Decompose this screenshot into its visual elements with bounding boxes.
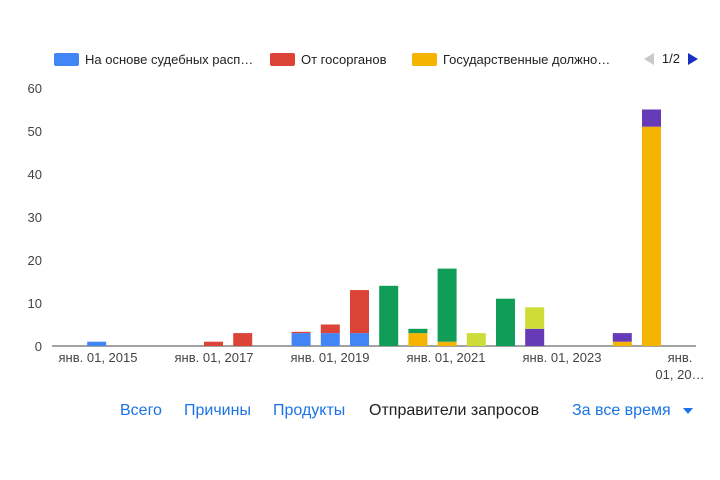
stacked-bar-chart: 0 10 20 30 40 50 60 янв. 01, 2015 янв. 01, 2017 я… [28, 81, 705, 382]
tab-products[interactable]: Продукты [273, 402, 346, 419]
legend-pager: 1/2 [643, 51, 698, 66]
y-tick-label: 60 [28, 81, 42, 96]
legend-item-gov[interactable]: От госорганов [270, 52, 386, 67]
x-tick-label-line: 01, 20… [655, 367, 704, 382]
bar-segment-court [87, 341, 107, 346]
dropdown-caret-icon [682, 408, 693, 414]
period-dropdown-label: За все время [572, 402, 671, 419]
bar-segment-purple [612, 333, 632, 342]
legend-item-officials[interactable]: Государственные должно… [412, 52, 610, 67]
legend-prev-arrow-icon[interactable] [643, 52, 654, 65]
bar-segment-officials [612, 341, 632, 346]
y-tick-label: 50 [28, 124, 42, 139]
x-tick-label-line: янв. 01, 2015 [59, 350, 138, 365]
y-tick-label: 30 [28, 210, 42, 225]
y-tick-label: 40 [28, 167, 42, 182]
period-dropdown[interactable]: За все время [572, 402, 693, 420]
tab-requesters[interactable]: Отправители запросов [369, 402, 540, 419]
x-tick-label: янв. 01, 20… [655, 350, 704, 382]
tab-bar: Всего Причины Продукты Отправители запро… [0, 400, 720, 428]
legend-swatch [270, 53, 295, 66]
legend-label: От госорганов [301, 52, 387, 67]
y-tick-label: 10 [28, 296, 42, 311]
bar-segment-lime [525, 307, 545, 329]
bar-segment-court [350, 333, 369, 346]
x-tick-label-line: янв. 01, 2021 [407, 350, 486, 365]
bar-segment-purple [525, 328, 545, 346]
y-tick-label: 0 [35, 339, 42, 354]
bar-segment-court [291, 333, 311, 346]
tab-reasons[interactable]: Причины [184, 402, 251, 419]
legend-swatch [54, 53, 79, 66]
x-tick-label: янв. 01, 2017 [175, 350, 254, 365]
x-tick-label-line: янв. [668, 350, 693, 365]
bar-segment-green [379, 285, 399, 346]
x-tick-label: янв. 01, 2023 [523, 350, 602, 365]
bar-segment-gov [233, 333, 253, 346]
legend-label: Государственные должно… [443, 52, 611, 67]
x-tick-label: янв. 01, 2015 [59, 350, 138, 365]
x-tick-label: янв. 01, 2021 [407, 350, 486, 365]
bar-segment-green [496, 298, 515, 346]
bar-segment-officials [437, 341, 457, 346]
chart-legend: На основе судебных расп… От госорганов Г… [54, 50, 704, 72]
x-tick-label-line: янв. 01, 2019 [291, 350, 370, 365]
legend-label: На основе судебных расп… [85, 52, 254, 67]
legend-page-indicator: 1/2 [661, 51, 680, 66]
bar-segment-gov [320, 324, 340, 334]
x-tick-label: янв. 01, 2019 [291, 350, 370, 365]
bar-segment-lime [466, 333, 486, 346]
bar-segment-gov [204, 341, 223, 346]
bar-segment-court [320, 333, 340, 346]
legend-next-arrow-icon[interactable] [688, 52, 698, 65]
bar-segment-officials [642, 126, 661, 346]
bar-segment-green [408, 328, 428, 334]
bar-segment-green [437, 268, 457, 342]
x-tick-label-line: янв. 01, 2023 [523, 350, 602, 365]
bar-segment-officials [408, 333, 428, 346]
legend-item-court[interactable]: На основе судебных расп… [54, 52, 253, 67]
x-tick-label-line: янв. 01, 2017 [175, 350, 254, 365]
legend-swatch [412, 53, 437, 66]
bar-segment-gov [350, 290, 369, 334]
y-tick-label: 20 [28, 253, 42, 268]
bar-segment-gov [291, 331, 311, 334]
tab-all[interactable]: Всего [120, 402, 162, 419]
bar-segment-purple [642, 109, 661, 127]
